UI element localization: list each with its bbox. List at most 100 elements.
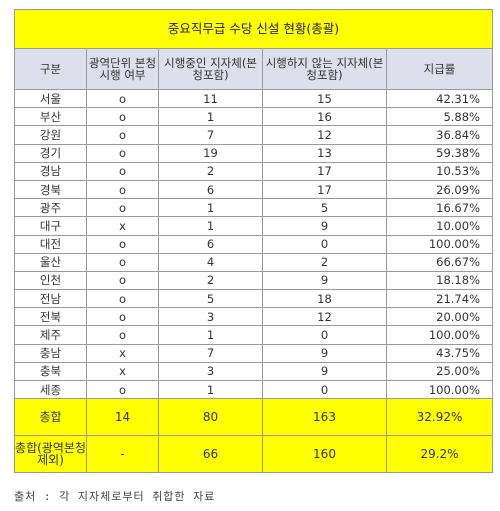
cell-rate: 26.09%: [386, 179, 493, 200]
cell-rate: 100.00%: [386, 325, 493, 345]
cell-flag: x: [86, 361, 159, 382]
cell-region: 강원: [14, 125, 87, 145]
cell-region: 부산: [14, 107, 87, 127]
cell-region: 충남: [14, 343, 87, 363]
cell-rate: 100.00%: [386, 379, 493, 400]
total-row: 총합 14 80 163 32.92%: [14, 398, 493, 437]
cell-rate: 10.00%: [386, 216, 493, 236]
table-row: 대구 x 1 9 10.00%: [14, 216, 493, 236]
cell-not-implemented: 0: [262, 325, 387, 345]
cell-not-implemented: 17: [262, 179, 387, 200]
cell-region: 제주: [14, 325, 87, 345]
cell-flag: x: [86, 216, 159, 236]
total-cell-label: 총합(광역본청제외): [14, 435, 87, 474]
cell-implemented: 4: [158, 252, 263, 272]
cell-implemented: 19: [158, 143, 263, 163]
table-row: 제주 o 1 0 100.00%: [14, 325, 493, 345]
cell-flag: o: [86, 252, 159, 272]
cell-rate: 20.00%: [386, 307, 493, 327]
cell-rate: 16.67%: [386, 198, 493, 218]
cell-implemented: 5: [158, 289, 263, 309]
cell-not-implemented: 0: [262, 379, 387, 400]
cell-rate: 66.67%: [386, 252, 493, 272]
cell-flag: o: [86, 198, 159, 218]
table-row: 전북 o 3 12 20.00%: [14, 307, 493, 327]
cell-rate: 5.88%: [386, 107, 493, 127]
cell-implemented: 3: [158, 361, 263, 382]
header-rate: 지급률: [386, 48, 493, 90]
total-cell-label: 총합: [14, 398, 87, 437]
total-cell-rate: 29.2%: [386, 435, 493, 474]
total-cell-rate: 32.92%: [386, 398, 493, 437]
cell-region: 광주: [14, 198, 87, 218]
cell-not-implemented: 12: [262, 307, 387, 327]
table-row: 경북 o 6 17 26.09%: [14, 179, 493, 200]
cell-flag: o: [86, 143, 159, 163]
cell-not-implemented: 9: [262, 361, 387, 382]
table-row: 경남 o 2 17 10.53%: [14, 161, 493, 181]
header-flag: 광역단위 본청 시행 여부: [86, 48, 159, 90]
cell-flag: o: [86, 161, 159, 181]
cell-not-implemented: 0: [262, 234, 387, 254]
cell-implemented: 1: [158, 198, 263, 218]
cell-flag: x: [86, 343, 159, 363]
cell-not-implemented: 17: [262, 161, 387, 181]
cell-region: 대전: [14, 234, 87, 254]
cell-region: 경북: [14, 179, 87, 200]
summary-table-container: 중요직무급 수당 신설 현황(총괄) 구분 광역단위 본청 시행 여부 시행중인…: [14, 9, 493, 474]
cell-flag: o: [86, 179, 159, 200]
total-cell-not-implemented: 163: [262, 398, 387, 437]
total-cell-not-implemented: 160: [262, 435, 387, 474]
total-cell-implemented: 66: [158, 435, 263, 474]
table-row: 전남 o 5 18 21.74%: [14, 289, 493, 309]
cell-region: 울산: [14, 252, 87, 272]
cell-rate: 43.75%: [386, 343, 493, 363]
table-body: 중요직무급 수당 신설 현황(총괄) 구분 광역단위 본청 시행 여부 시행중인…: [14, 9, 493, 474]
table-row: 경기 o 19 13 59.38%: [14, 143, 493, 163]
table-row: 충남 x 7 9 43.75%: [14, 343, 493, 363]
table-row: 대전 o 6 0 100.00%: [14, 234, 493, 254]
table-header-row: 구분 광역단위 본청 시행 여부 시행중인 지자체(본청포함) 시행하지 않는 …: [14, 48, 493, 90]
cell-flag: o: [86, 234, 159, 254]
cell-region: 전북: [14, 307, 87, 327]
cell-flag: o: [86, 88, 159, 109]
cell-not-implemented: 16: [262, 107, 387, 127]
total-cell-flag: -: [86, 435, 159, 474]
cell-not-implemented: 9: [262, 270, 387, 291]
table-title: 중요직무급 수당 신설 현황(총괄): [14, 9, 493, 49]
table-row: 울산 o 4 2 66.67%: [14, 252, 493, 272]
cell-rate: 100.00%: [386, 234, 493, 254]
cell-implemented: 1: [158, 216, 263, 236]
cell-not-implemented: 13: [262, 143, 387, 163]
table-title-row: 중요직무급 수당 신설 현황(총괄): [14, 9, 493, 49]
cell-not-implemented: 18: [262, 289, 387, 309]
cell-rate: 36.84%: [386, 125, 493, 145]
cell-implemented: 11: [158, 88, 263, 109]
table-row: 부산 o 1 16 5.88%: [14, 107, 493, 127]
cell-rate: 21.74%: [386, 289, 493, 309]
header-implemented: 시행중인 지자체(본청포함): [158, 48, 263, 90]
cell-flag: o: [86, 307, 159, 327]
table-row: 광주 o 1 5 16.67%: [14, 198, 493, 218]
table-row: 충북 x 3 9 25.00%: [14, 361, 493, 382]
cell-rate: 59.38%: [386, 143, 493, 163]
header-not-implemented: 시행하지 않는 지자체(본청포함): [262, 48, 387, 90]
cell-not-implemented: 15: [262, 88, 387, 109]
cell-flag: o: [86, 379, 159, 400]
cell-implemented: 7: [158, 343, 263, 363]
cell-flag: o: [86, 289, 159, 309]
cell-region: 충북: [14, 361, 87, 382]
cell-implemented: 1: [158, 325, 263, 345]
cell-rate: 25.00%: [386, 361, 493, 382]
cell-region: 대구: [14, 216, 87, 236]
cell-implemented: 2: [158, 270, 263, 291]
cell-region: 경기: [14, 143, 87, 163]
cell-flag: o: [86, 270, 159, 291]
cell-implemented: 2: [158, 161, 263, 181]
summary-table: 중요직무급 수당 신설 현황(총괄) 구분 광역단위 본청 시행 여부 시행중인…: [14, 9, 493, 474]
cell-flag: o: [86, 325, 159, 345]
cell-not-implemented: 9: [262, 343, 387, 363]
cell-rate: 42.31%: [386, 88, 493, 109]
cell-rate: 18.18%: [386, 270, 493, 291]
cell-region: 서울: [14, 88, 87, 109]
